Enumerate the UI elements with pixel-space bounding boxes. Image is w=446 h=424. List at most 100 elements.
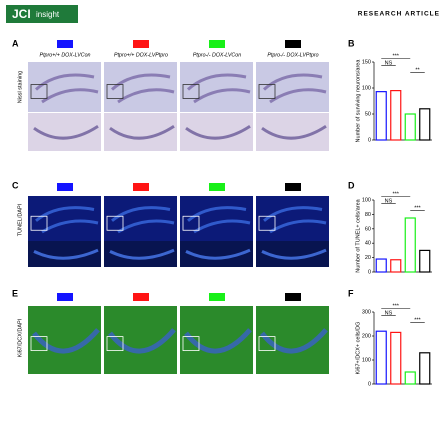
- micrograph-structure: [35, 206, 99, 234]
- row-label: TUNEL/DAPI: [17, 203, 23, 236]
- y-tick-label: 100: [362, 85, 371, 91]
- bar: [404, 217, 416, 273]
- inset-box: [258, 215, 276, 231]
- group-swatch: [57, 40, 73, 48]
- micrograph-structure: [186, 73, 251, 104]
- micrograph-structure: [110, 73, 175, 104]
- sig-label: NS: [385, 310, 393, 316]
- y-tick-label: 40: [365, 241, 371, 247]
- logo-box: [6, 5, 78, 23]
- micrograph-structure: [184, 328, 252, 354]
- y-axis-label: Number of surviving neurons/area: [355, 59, 361, 143]
- bar: [375, 91, 387, 141]
- micrograph-structure: [108, 328, 176, 354]
- group-label: Ptpro+/+ DOX-LVCon: [40, 52, 91, 58]
- micrograph-structure: [32, 328, 100, 354]
- micrograph-structure: [109, 248, 175, 260]
- group-label: Ptpro+/+ DOX-LVPtpro: [114, 52, 168, 58]
- inset-box: [30, 215, 48, 231]
- micrograph-structure: [33, 248, 99, 260]
- y-tick-label: 50: [365, 111, 371, 117]
- logo: JCI: [12, 7, 31, 21]
- panel-label: F: [348, 288, 354, 298]
- y-tick-label: 20: [365, 255, 371, 261]
- micrograph-structure: [111, 206, 175, 234]
- inset-box: [182, 215, 200, 231]
- y-tick-label: 150: [362, 59, 371, 65]
- y-axis-label: Number of TUNEL+ cells/area: [355, 198, 361, 272]
- sig-label: ***: [414, 205, 421, 211]
- sig-label: NS: [385, 60, 393, 66]
- bar: [419, 108, 431, 141]
- group-swatch: [57, 293, 73, 301]
- micrograph-structure: [261, 248, 327, 260]
- inset-box: [106, 215, 124, 231]
- sig-label: ***: [414, 317, 421, 323]
- inset-box: [182, 84, 200, 99]
- y-tick-label: 0: [368, 137, 371, 143]
- group-label: Ptpro-/- DOX-LVPtpro: [267, 52, 318, 58]
- y-axis-label: Ki67+/DCX+ cells/DG: [355, 322, 361, 375]
- group-swatch: [57, 183, 73, 191]
- bar: [404, 371, 416, 385]
- micrograph-structure: [187, 206, 251, 234]
- micrograph-structure: [260, 328, 328, 354]
- micrograph-structure: [33, 125, 99, 140]
- panel-label: A: [12, 38, 19, 48]
- bar: [419, 249, 431, 273]
- sig-label: ***: [393, 303, 400, 309]
- y-tick-label: 100: [362, 357, 371, 363]
- group-swatch: [133, 40, 149, 48]
- inset-box: [106, 336, 124, 352]
- micrograph-structure: [185, 125, 251, 140]
- sig-label: NS: [385, 198, 393, 204]
- micrograph-structure: [263, 206, 327, 234]
- y-tick-label: 300: [362, 309, 371, 315]
- group-swatch: [209, 293, 225, 301]
- bar: [375, 330, 387, 385]
- y-tick-label: 0: [368, 381, 371, 387]
- row-label: Nissl staining: [17, 71, 23, 103]
- sig-label: ***: [393, 53, 400, 59]
- group-swatch: [285, 40, 301, 48]
- bar: [390, 259, 402, 273]
- inset-box: [258, 336, 276, 352]
- bar: [404, 113, 416, 141]
- micrograph-structure: [261, 125, 327, 140]
- micrograph-structure: [109, 125, 175, 140]
- group-swatch: [285, 293, 301, 301]
- micrograph-structure: [34, 73, 99, 104]
- inset-box: [30, 84, 48, 99]
- micrograph-structure: [262, 73, 327, 104]
- panel-label: C: [12, 180, 19, 190]
- logo-sub: insight: [36, 10, 60, 19]
- bar: [390, 89, 402, 141]
- group-swatch: [209, 183, 225, 191]
- y-tick-label: 80: [365, 212, 371, 218]
- panel-label: E: [12, 288, 18, 298]
- panel-label: B: [348, 38, 355, 48]
- bar: [419, 352, 431, 385]
- section: RESEARCH ARTICLE: [358, 11, 440, 18]
- panel-label: D: [348, 180, 355, 190]
- inset-box: [106, 84, 124, 99]
- inset-box: [182, 336, 200, 352]
- group-swatch: [209, 40, 225, 48]
- inset-box: [30, 336, 48, 352]
- sig-label: **: [415, 67, 420, 73]
- group-swatch: [285, 183, 301, 191]
- bar: [390, 331, 402, 385]
- group-swatch: [133, 293, 149, 301]
- y-tick-label: 0: [368, 269, 371, 275]
- inset-box: [258, 84, 276, 99]
- micrograph-structure: [185, 248, 251, 260]
- group-label: Ptpro-/- DOX-LVCon: [193, 52, 241, 58]
- sig-label: ***: [393, 191, 400, 197]
- group-swatch: [133, 183, 149, 191]
- bar: [375, 258, 387, 273]
- y-tick-label: 60: [365, 226, 371, 232]
- y-tick-label: 200: [362, 333, 371, 339]
- row-label: Ki67/DCX/DAPI: [17, 318, 23, 357]
- y-tick-label: 100: [362, 197, 371, 203]
